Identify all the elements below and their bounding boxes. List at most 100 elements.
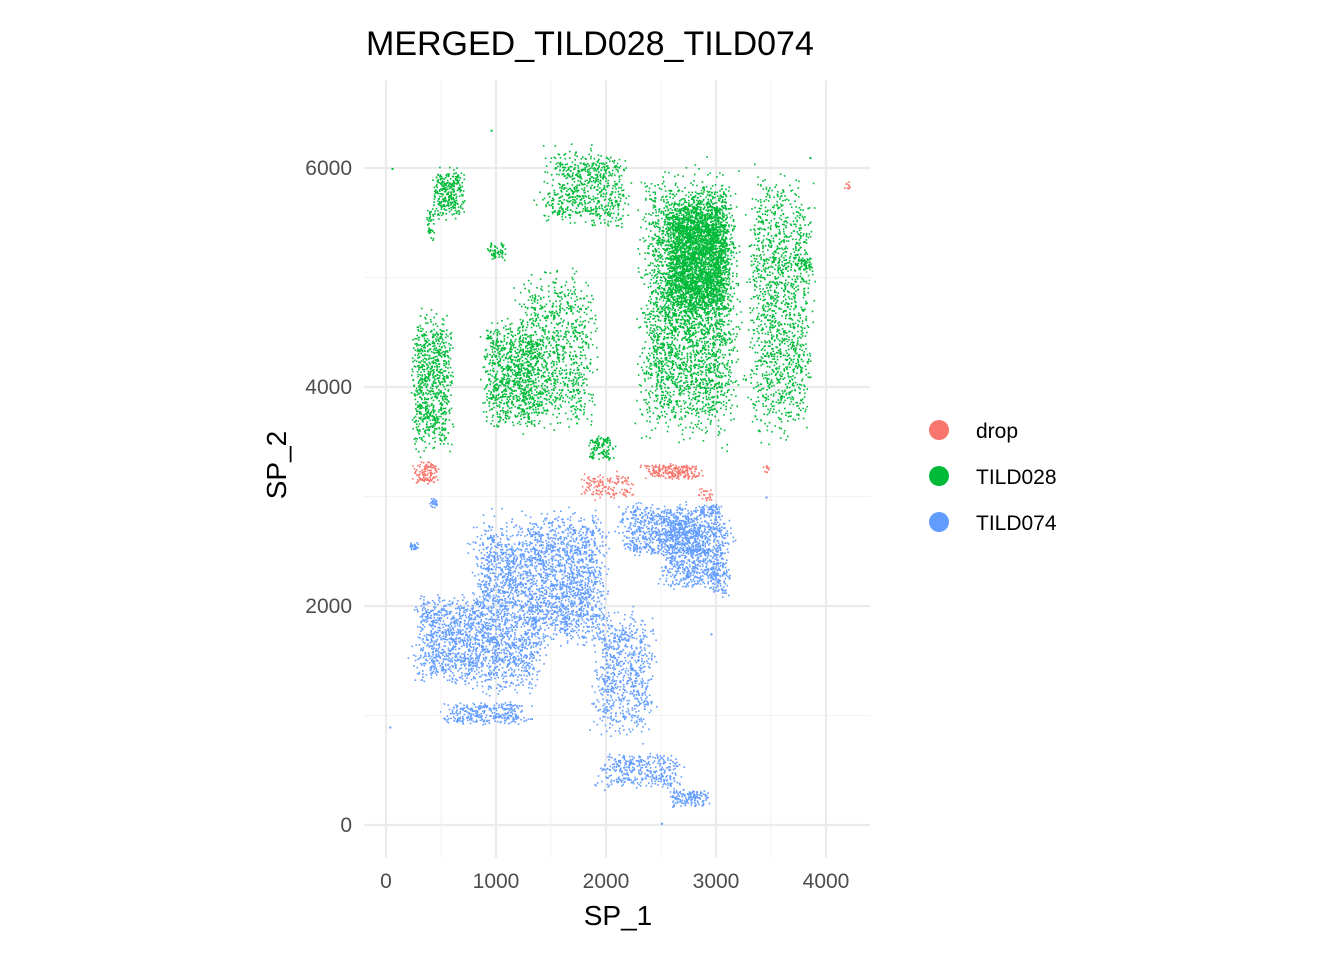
point xyxy=(689,352,692,354)
point xyxy=(454,204,456,207)
point xyxy=(594,197,597,199)
point xyxy=(572,390,575,393)
point xyxy=(556,348,558,350)
point xyxy=(500,402,502,404)
point xyxy=(442,339,444,341)
point xyxy=(490,396,493,399)
point xyxy=(493,353,495,356)
point xyxy=(432,376,435,379)
point xyxy=(431,419,434,421)
point xyxy=(617,206,619,208)
point xyxy=(545,319,548,322)
point xyxy=(721,295,724,298)
point xyxy=(425,358,428,360)
point xyxy=(612,206,615,208)
point xyxy=(495,344,497,347)
point xyxy=(479,336,482,338)
point xyxy=(576,184,579,186)
point xyxy=(654,234,657,237)
point xyxy=(510,344,512,346)
point xyxy=(664,244,667,247)
point xyxy=(725,333,727,336)
point xyxy=(609,205,612,208)
point xyxy=(497,352,499,354)
point xyxy=(558,322,560,325)
point xyxy=(567,173,570,175)
point xyxy=(510,355,513,357)
point xyxy=(528,421,531,423)
point xyxy=(578,169,580,172)
point xyxy=(427,472,429,475)
point xyxy=(497,389,499,391)
point xyxy=(518,395,520,398)
point xyxy=(571,293,573,295)
point xyxy=(429,387,432,389)
point xyxy=(676,386,678,388)
point xyxy=(582,156,584,158)
point xyxy=(722,296,725,299)
point xyxy=(586,169,589,171)
point xyxy=(435,359,437,362)
point xyxy=(526,398,528,401)
point xyxy=(694,359,696,362)
point xyxy=(419,404,421,407)
point xyxy=(565,334,567,336)
point xyxy=(573,408,576,410)
point xyxy=(656,337,659,340)
point xyxy=(689,261,692,263)
point xyxy=(558,344,560,346)
point xyxy=(648,470,651,473)
point xyxy=(653,204,656,207)
point xyxy=(578,376,580,379)
point xyxy=(419,406,422,409)
point xyxy=(423,337,426,340)
point xyxy=(501,399,503,402)
point xyxy=(426,474,428,476)
point xyxy=(591,294,593,297)
point xyxy=(531,397,534,399)
point xyxy=(656,260,658,262)
point xyxy=(509,348,511,350)
point xyxy=(431,208,434,210)
point xyxy=(571,190,574,193)
point xyxy=(656,306,658,308)
point xyxy=(594,499,596,501)
point xyxy=(691,412,693,415)
point xyxy=(414,354,416,356)
point xyxy=(551,312,553,315)
point xyxy=(567,389,569,391)
point xyxy=(558,389,561,391)
point xyxy=(541,329,543,331)
point xyxy=(637,363,639,365)
point xyxy=(435,185,437,187)
point xyxy=(444,398,446,400)
point xyxy=(720,335,722,338)
point xyxy=(624,202,626,205)
point xyxy=(575,187,578,190)
point xyxy=(576,369,579,371)
point xyxy=(619,197,622,200)
point xyxy=(658,470,660,473)
point xyxy=(442,323,445,326)
point xyxy=(662,365,664,367)
point xyxy=(511,331,514,333)
point xyxy=(667,343,670,346)
point xyxy=(591,144,593,146)
point xyxy=(598,158,600,161)
point xyxy=(540,307,543,310)
point xyxy=(540,357,543,360)
point xyxy=(582,345,584,348)
point xyxy=(535,325,538,327)
point xyxy=(601,490,603,492)
point xyxy=(616,182,618,185)
point xyxy=(548,378,551,380)
point xyxy=(719,195,721,197)
point xyxy=(598,191,601,193)
point xyxy=(417,357,419,359)
point xyxy=(595,484,598,487)
point xyxy=(578,211,580,214)
point xyxy=(704,352,706,354)
point xyxy=(668,477,670,479)
point xyxy=(496,334,499,337)
point xyxy=(437,200,439,202)
